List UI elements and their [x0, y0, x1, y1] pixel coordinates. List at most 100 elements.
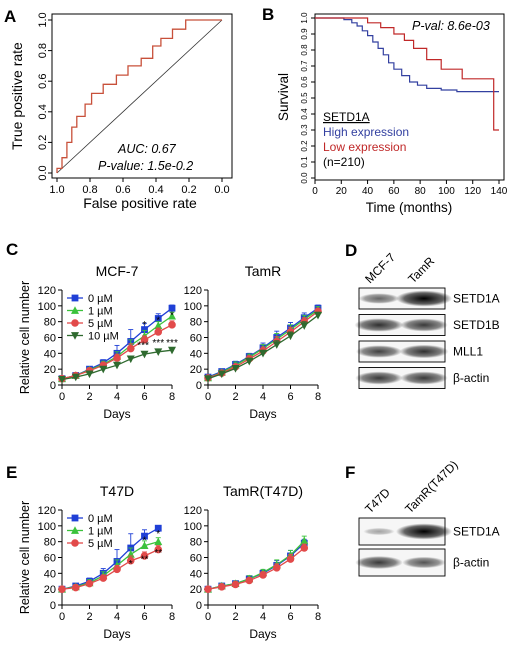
- x-tick-label: 8: [169, 611, 175, 623]
- legend-marker: [71, 319, 79, 327]
- x-tick-label: 2: [86, 611, 92, 623]
- blot-lane-label: TamR: [405, 254, 437, 286]
- km-x-tick-label: 40: [362, 186, 374, 197]
- data-point: [154, 524, 162, 532]
- data-point: [168, 346, 176, 355]
- series-10-m: [58, 346, 176, 384]
- y-tick-label: 80: [190, 537, 202, 549]
- x-tick-label: 2: [232, 611, 238, 623]
- roc-x-tick-label: 0.4: [148, 184, 163, 196]
- y-tick-label: 100: [184, 521, 202, 533]
- data-point: [286, 332, 295, 341]
- data-point: [154, 348, 163, 356]
- km-x-tick-label: 100: [438, 186, 455, 197]
- km-y-tick-label: 0.8: [300, 44, 309, 56]
- y-tick-label: 120: [38, 285, 56, 297]
- blot-band-label: β-actin: [453, 556, 489, 570]
- blot-band-label: SETD1B: [453, 318, 500, 332]
- x-tick-label: 4: [114, 391, 120, 403]
- data-point: [113, 565, 121, 574]
- significance-marker: *: [143, 320, 147, 331]
- km-frame: [314, 13, 505, 181]
- significance-marker: **: [141, 554, 149, 565]
- significance-marker: ***: [166, 338, 178, 349]
- km-x-tick-label: 140: [491, 186, 508, 197]
- series-5-m: [58, 320, 176, 383]
- roc-auc-annotation: AUC: 0.67: [117, 142, 177, 156]
- km-y-axis-label: Survival: [276, 73, 291, 121]
- legend-label: 0 µM: [88, 513, 113, 525]
- x-tick-label: 4: [260, 391, 266, 403]
- blot-band: [355, 345, 403, 358]
- legend-marker: [71, 306, 79, 314]
- data-point: [141, 326, 148, 333]
- km-x-tick-label: 120: [464, 186, 481, 197]
- y-tick-label: 120: [38, 505, 56, 517]
- data-point: [99, 365, 108, 374]
- data-point: [99, 574, 108, 582]
- blot-band: [396, 523, 452, 540]
- data-point: [85, 370, 94, 379]
- panel-letter-d: D: [345, 241, 357, 260]
- roc-y-tick-label: 0.6: [37, 74, 49, 89]
- significance-marker: *: [129, 559, 133, 570]
- y-tick-label: 80: [190, 317, 202, 329]
- data-point: [168, 304, 176, 312]
- roc-pvalue-annotation: P-value: 1.5e-0.2: [98, 159, 193, 173]
- chart-title: MCF-7: [96, 263, 139, 279]
- data-point: [272, 563, 281, 572]
- km-y-tick-label: 0.7: [300, 60, 309, 72]
- y-tick-label: 40: [44, 348, 56, 360]
- x-axis-label: Days: [103, 407, 130, 421]
- legend-label: 0 µM: [88, 293, 113, 305]
- data-point: [286, 555, 295, 563]
- y-axis-label: Relative cell number: [18, 501, 32, 614]
- significance-marker: *: [156, 529, 160, 540]
- western-blot-d: MCF-7 TamR SETD1A SETD1B MLL1 β-actin: [354, 250, 500, 389]
- data-point: [140, 552, 149, 560]
- data-point: [58, 585, 66, 593]
- data-point: [245, 576, 254, 585]
- roc-y-tick-label: 0.8: [37, 43, 49, 58]
- km-y-tick-label: 0.6: [300, 76, 309, 88]
- km-x-tick-label: 0: [312, 186, 318, 197]
- significance-marker: *: [170, 311, 174, 322]
- data-point: [168, 311, 176, 320]
- x-tick-label: 0: [59, 611, 65, 623]
- y-tick-label: 0: [50, 600, 56, 612]
- panel-letter-a: A: [4, 7, 16, 26]
- km-y-tick-label: 0.3: [300, 124, 309, 136]
- data-point: [259, 571, 267, 579]
- blot-band-label: SETD1A: [453, 525, 500, 539]
- data-point: [154, 537, 163, 546]
- significance-marker: ***: [137, 341, 149, 352]
- significance-marker: ***: [152, 338, 164, 349]
- roc-chart: 1.0 0.8 0.6 0.4 0.2 0.0 0.0 0.2 0.4 0.6 0.8 1.0 AUC…: [9, 12, 233, 211]
- km-x-tick-label: 60: [388, 186, 400, 197]
- x-tick-label: 0: [205, 391, 211, 403]
- y-tick-label: 40: [44, 568, 56, 580]
- y-tick-label: 60: [190, 333, 202, 345]
- blot-band: [355, 371, 403, 385]
- y-tick-label: 40: [190, 568, 202, 580]
- data-point: [259, 349, 267, 358]
- km-pvalue: P-val: 8.6e-03: [412, 19, 490, 33]
- data-point: [204, 375, 212, 383]
- x-tick-label: 6: [287, 611, 293, 623]
- x-tick-label: 6: [287, 391, 293, 403]
- x-axis-label: Days: [249, 407, 276, 421]
- legend-label: 1 µM: [88, 306, 113, 318]
- x-tick-label: 6: [141, 611, 147, 623]
- y-axis-label: Relative cell number: [18, 281, 32, 394]
- legend-marker: [71, 514, 79, 522]
- data-point: [126, 344, 135, 353]
- data-point: [245, 357, 254, 366]
- roc-frame: [51, 13, 233, 179]
- data-point: [217, 370, 226, 379]
- data-point: [140, 350, 149, 359]
- data-point: [300, 544, 309, 552]
- legend-marker: [71, 294, 79, 302]
- y-tick-label: 0: [196, 380, 202, 392]
